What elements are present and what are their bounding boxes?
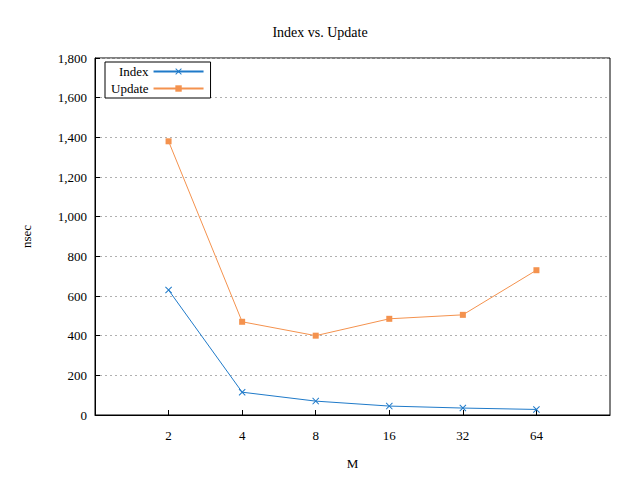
- svg-text:Index vs. Update: Index vs. Update: [272, 25, 367, 40]
- svg-text:64: 64: [530, 428, 544, 443]
- svg-text:Index: Index: [119, 64, 149, 79]
- svg-text:M: M: [347, 456, 359, 471]
- svg-text:Update: Update: [111, 81, 149, 96]
- svg-text:400: 400: [68, 328, 88, 343]
- svg-text:1,000: 1,000: [58, 209, 87, 224]
- svg-text:8: 8: [312, 428, 319, 443]
- svg-text:nsec: nsec: [19, 225, 34, 248]
- svg-text:600: 600: [68, 289, 88, 304]
- svg-text:200: 200: [68, 368, 88, 383]
- svg-text:0: 0: [81, 408, 88, 423]
- svg-text:1,400: 1,400: [58, 130, 87, 145]
- svg-text:800: 800: [68, 249, 88, 264]
- svg-text:32: 32: [456, 428, 469, 443]
- svg-text:1,800: 1,800: [58, 51, 87, 66]
- svg-text:2: 2: [165, 428, 172, 443]
- svg-text:1,200: 1,200: [58, 170, 87, 185]
- svg-text:16: 16: [383, 428, 397, 443]
- svg-text:1,600: 1,600: [58, 90, 87, 105]
- svg-text:4: 4: [239, 428, 246, 443]
